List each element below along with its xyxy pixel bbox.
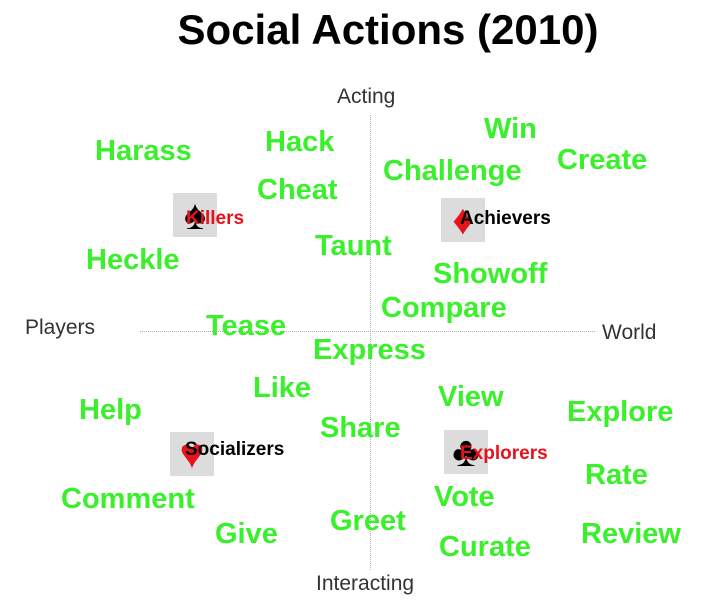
- heart-icon: ♥: [170, 432, 214, 476]
- action-label: Taunt: [315, 230, 392, 262]
- action-label: Create: [557, 144, 648, 176]
- action-label: Greet: [330, 505, 406, 537]
- axis-label-top: Acting: [337, 85, 396, 108]
- action-label: Heckle: [86, 244, 180, 276]
- axis-label-bottom: Interacting: [316, 572, 415, 595]
- action-label: Rate: [585, 459, 648, 491]
- action-label: Comment: [61, 483, 195, 515]
- category-label-killers: Killers: [186, 208, 245, 229]
- action-label: Tease: [206, 310, 287, 342]
- action-label: Win: [484, 113, 537, 145]
- action-label: Cheat: [257, 174, 338, 206]
- action-label: Share: [320, 412, 401, 444]
- action-label: Vote: [434, 481, 495, 513]
- action-label: Explore: [567, 396, 674, 428]
- vertical-axis: [370, 115, 371, 570]
- category-label-achievers: Achievers: [460, 208, 551, 229]
- action-label: Hack: [265, 126, 335, 158]
- club-icon: ♣: [444, 430, 488, 474]
- action-label: Give: [215, 518, 278, 550]
- spade-icon: ♠: [173, 193, 217, 237]
- action-label: Compare: [381, 292, 507, 324]
- horizontal-axis: [140, 331, 595, 332]
- action-label: Challenge: [383, 155, 522, 187]
- action-label: Showoff: [433, 258, 548, 290]
- action-label: Express: [313, 334, 426, 366]
- action-label: Help: [79, 394, 142, 426]
- action-label: View: [438, 381, 504, 413]
- category-label-socializers: Socializers: [185, 439, 285, 460]
- action-label: Review: [581, 518, 681, 550]
- axis-label-right: World: [602, 321, 657, 344]
- page-title: Social Actions (2010): [177, 6, 599, 53]
- axis-label-left: Players: [25, 316, 96, 339]
- diamond-icon: ♦: [441, 198, 485, 242]
- action-label: Harass: [95, 135, 192, 167]
- action-label: Curate: [439, 531, 531, 563]
- action-label: Like: [253, 372, 312, 404]
- category-label-explorers: Explorers: [460, 443, 548, 464]
